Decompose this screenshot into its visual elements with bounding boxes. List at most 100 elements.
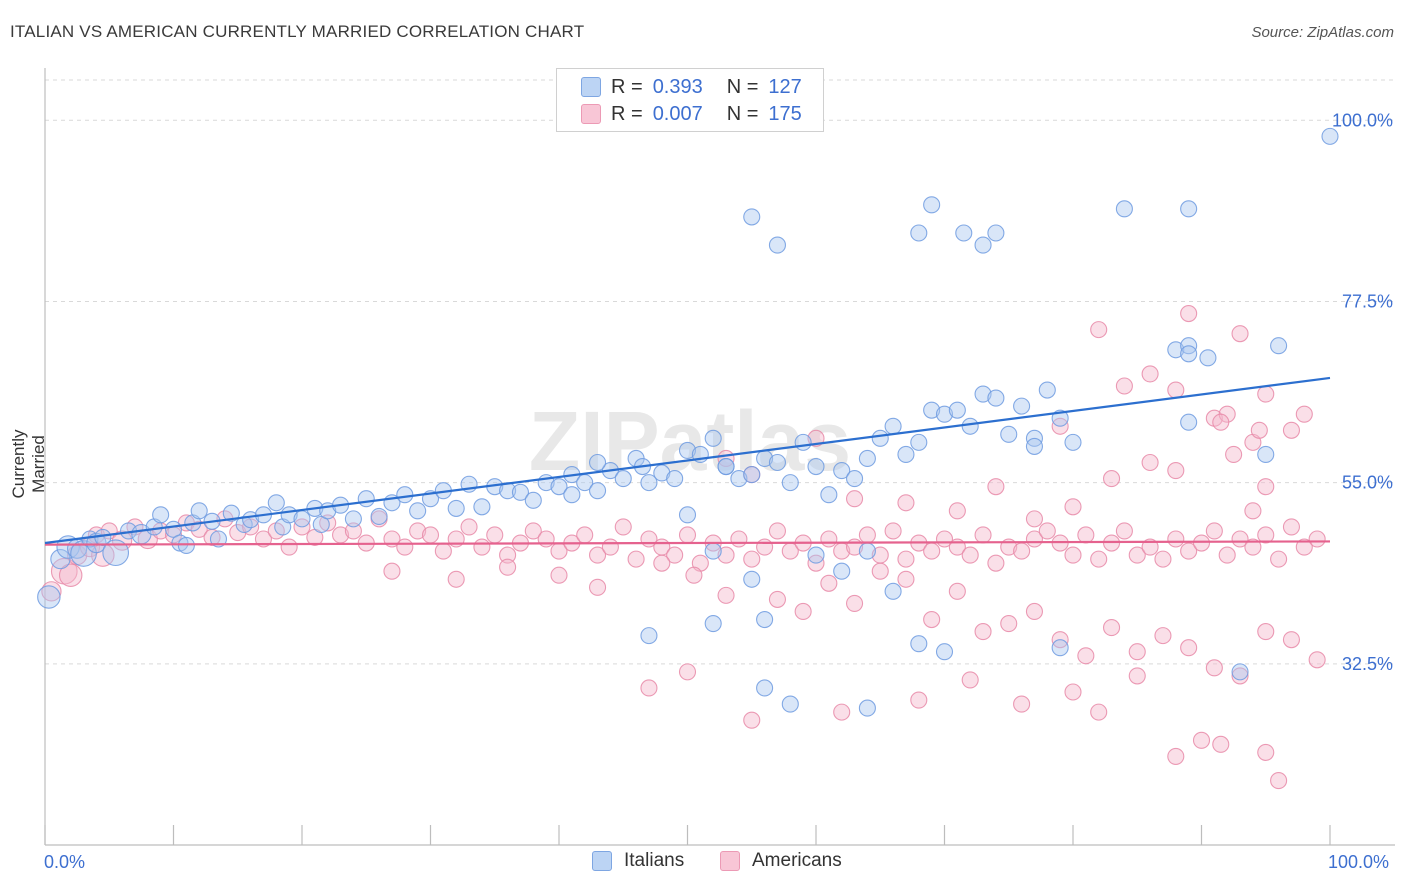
americans-point: [820, 574, 838, 592]
y-tick-label: 32.5%: [1342, 654, 1393, 674]
americans-point: [1013, 542, 1031, 560]
americans-point: [1231, 530, 1249, 548]
americans-point: [396, 538, 414, 556]
y-tick-label: 100.0%: [1332, 110, 1393, 130]
americans-point: [794, 602, 812, 621]
americans-point: [845, 594, 864, 612]
americans-point: [58, 563, 83, 587]
italians-point: [743, 466, 761, 484]
americans-point: [1167, 747, 1185, 765]
y-axis-label: Currently Married: [9, 429, 48, 499]
trend-lines: [44, 376, 1331, 546]
americans-point: [974, 623, 992, 641]
italians-r-label: R =: [611, 75, 643, 98]
legend-row-americans: R = 0.007 N = 175: [581, 102, 802, 126]
americans-point: [1295, 405, 1313, 423]
italians-point: [1013, 397, 1031, 415]
italians-point: [974, 385, 992, 403]
americans-point: [1000, 615, 1018, 633]
americans-point: [383, 562, 401, 580]
americans-point: [653, 554, 671, 572]
italians-point: [756, 679, 774, 697]
italians-point: [563, 486, 581, 504]
americans-point: [1192, 534, 1211, 552]
americans-point: [1013, 695, 1031, 713]
italians-point: [177, 536, 195, 554]
americans-point: [537, 530, 555, 548]
italians-point: [222, 504, 240, 522]
americans-point: [1257, 623, 1275, 641]
italians-point: [511, 483, 530, 501]
italians-point: [820, 486, 838, 504]
americans-point: [1167, 462, 1185, 480]
italians-point: [640, 474, 658, 492]
italians-point: [588, 482, 607, 500]
americans-point: [1308, 651, 1326, 669]
americans-point: [1257, 526, 1275, 544]
italians-point: [897, 445, 915, 463]
americans-point: [833, 703, 851, 721]
italians-point: [1025, 437, 1043, 455]
italians-point: [588, 453, 607, 472]
americans-point: [576, 526, 594, 544]
italians-point: [756, 610, 774, 629]
americans-point: [1167, 530, 1185, 548]
americans-point: [768, 522, 787, 540]
americans-point: [1115, 377, 1133, 395]
americans-point: [678, 526, 697, 544]
americans-point: [1025, 510, 1043, 528]
americans-point: [987, 554, 1005, 572]
americans-point: [807, 429, 825, 447]
italians-point: [884, 582, 902, 600]
americans-trend-line: [44, 540, 1331, 546]
italians-point: [1051, 639, 1069, 657]
italians-point: [987, 224, 1005, 242]
italians-point: [1000, 425, 1018, 443]
americans-point: [1225, 445, 1243, 463]
americans-point: [1282, 631, 1300, 649]
italians-point: [293, 510, 311, 528]
americans-point: [1141, 538, 1159, 556]
americans-point: [627, 550, 645, 568]
americans-point: [1295, 538, 1313, 556]
italians-point: [910, 224, 928, 242]
italians-point: [974, 236, 992, 254]
y-tick-label: 77.5%: [1342, 291, 1393, 311]
americans-point: [1257, 385, 1275, 403]
italians-point: [910, 635, 928, 653]
italians-r-value: 0.393: [652, 75, 703, 98]
italians-point: [768, 453, 787, 472]
americans-point: [1244, 502, 1262, 520]
italians-point: [1064, 433, 1082, 451]
italians-point: [1115, 200, 1133, 218]
americans-point: [858, 526, 876, 544]
italians-swatch: [581, 77, 601, 97]
italians-point: [409, 502, 427, 520]
italians-point: [987, 389, 1005, 407]
italians-point: [704, 542, 722, 560]
americans-point: [344, 522, 362, 540]
americans-point: [923, 542, 941, 560]
correlation-legend: R = 0.393 N = 127 R = 0.007 N = 175: [556, 68, 824, 132]
italians-point: [1180, 413, 1198, 431]
americans-point: [1090, 703, 1108, 721]
americans-point: [717, 586, 735, 604]
americans-point: [473, 538, 491, 556]
italians-point: [743, 208, 761, 226]
italians-point: [794, 433, 812, 451]
italians-point: [1167, 341, 1185, 359]
americans-point: [1077, 647, 1095, 665]
americans-point: [768, 590, 787, 608]
grid-lines: [45, 79, 1395, 665]
americans-point: [1064, 546, 1082, 564]
legend-row-italians: R = 0.393 N = 127: [581, 75, 802, 99]
americans-point: [499, 558, 517, 576]
americans-point: [1128, 546, 1146, 564]
italians-point: [524, 491, 542, 509]
italians-point: [781, 695, 799, 713]
americans-point: [1103, 619, 1121, 637]
americans-point: [1282, 421, 1300, 439]
italians-point: [845, 470, 864, 488]
italians-point: [666, 470, 684, 488]
italians-point: [473, 498, 491, 516]
